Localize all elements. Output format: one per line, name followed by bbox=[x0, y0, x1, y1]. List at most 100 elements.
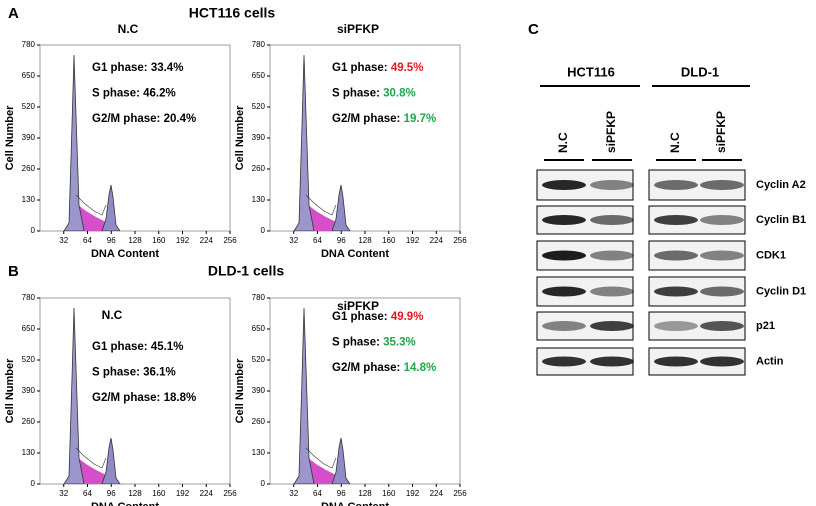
band bbox=[700, 286, 744, 297]
band bbox=[700, 250, 744, 261]
x-tick-label: 256 bbox=[453, 236, 467, 245]
panel-label: B bbox=[8, 263, 19, 280]
panel-title: DLD-1 cells bbox=[208, 263, 284, 279]
histogram bbox=[293, 54, 351, 231]
x-tick-label: 128 bbox=[128, 489, 142, 498]
phase-name: S phase: bbox=[332, 337, 380, 349]
x-tick-label: 64 bbox=[313, 489, 322, 498]
phase-value: 20.4% bbox=[164, 113, 197, 125]
band bbox=[542, 180, 586, 190]
lane-label: N.C bbox=[668, 132, 682, 153]
phase-value: 36.1% bbox=[143, 367, 176, 379]
x-tick-label: 32 bbox=[289, 236, 298, 245]
x-tick-label: 192 bbox=[406, 489, 420, 498]
y-tick-label: 780 bbox=[252, 40, 266, 49]
phase-stat: G2/M phase: 14.8% bbox=[332, 362, 436, 374]
band bbox=[590, 356, 634, 367]
lane-label: siPFKP bbox=[714, 111, 728, 153]
y-tick-label: 130 bbox=[252, 448, 266, 457]
y-tick-label: 780 bbox=[252, 293, 266, 302]
y-tick-label: 650 bbox=[22, 324, 36, 333]
y-tick-label: 130 bbox=[252, 195, 266, 204]
protein-label: Cyclin D1 bbox=[756, 285, 806, 297]
phase-stat: S phase: 36.1% bbox=[92, 367, 176, 379]
band bbox=[700, 215, 744, 225]
x-tick-label: 32 bbox=[289, 489, 298, 498]
y-tick-label: 650 bbox=[22, 71, 36, 80]
x-tick-label: 224 bbox=[430, 236, 444, 245]
y-tick-label: 0 bbox=[31, 479, 36, 488]
y-tick-label: 390 bbox=[22, 386, 36, 395]
phase-stat: G2/M phase: 20.4% bbox=[92, 113, 196, 125]
phase-value: 49.5% bbox=[391, 62, 424, 74]
y-tick-label: 260 bbox=[252, 417, 266, 426]
protein-label: CDK1 bbox=[756, 249, 786, 261]
y-tick-label: 0 bbox=[261, 479, 266, 488]
x-tick-label: 192 bbox=[406, 236, 420, 245]
phase-name: G2/M phase: bbox=[92, 113, 160, 125]
x-tick-label: 224 bbox=[200, 236, 214, 245]
y-tick-label: 780 bbox=[22, 293, 36, 302]
group-label: HCT116 bbox=[567, 64, 615, 79]
plot-title: siPFKP bbox=[337, 299, 379, 313]
phase-value: 14.8% bbox=[404, 362, 437, 374]
x-tick-label: 64 bbox=[83, 236, 92, 245]
phase-value: 49.9% bbox=[391, 311, 424, 323]
y-tick-label: 130 bbox=[22, 448, 36, 457]
x-tick-label: 32 bbox=[59, 236, 68, 245]
plot-frame bbox=[269, 297, 461, 485]
y-tick-label: 390 bbox=[22, 133, 36, 142]
x-tick-label: 192 bbox=[176, 236, 190, 245]
band bbox=[700, 321, 744, 331]
y-tick-label: 520 bbox=[22, 355, 36, 364]
x-axis-label: DNA Content bbox=[91, 501, 159, 506]
phase-name: G1 phase: bbox=[332, 311, 388, 323]
flow-plot: 0 130 260 390 520 650 780 32 64 96 128 160 192 224 256… bbox=[234, 293, 467, 506]
band bbox=[590, 286, 634, 297]
y-tick-label: 260 bbox=[22, 417, 36, 426]
y-axis-label: Cell Number bbox=[4, 105, 16, 171]
protein-label: Cyclin A2 bbox=[756, 179, 806, 191]
plot-frame bbox=[39, 297, 231, 485]
phase-stat: S phase: 35.3% bbox=[332, 337, 416, 349]
protein-label: p21 bbox=[756, 320, 775, 332]
lane-label: siPFKP bbox=[604, 111, 618, 153]
x-tick-label: 32 bbox=[59, 489, 68, 498]
band bbox=[542, 250, 586, 261]
phase-value: 46.2% bbox=[143, 88, 176, 100]
y-tick-label: 520 bbox=[252, 102, 266, 111]
phase-name: G2/M phase: bbox=[332, 113, 400, 125]
flow-plot: 0 130 260 390 520 650 780 32 64 96 128 160 192 224 256… bbox=[4, 22, 237, 260]
phase-name: G1 phase: bbox=[332, 62, 388, 74]
phase-name: G2/M phase: bbox=[92, 392, 160, 404]
x-tick-label: 160 bbox=[382, 236, 396, 245]
x-tick-label: 160 bbox=[152, 236, 166, 245]
band bbox=[590, 215, 634, 225]
y-tick-label: 390 bbox=[252, 133, 266, 142]
y-tick-label: 0 bbox=[261, 226, 266, 235]
x-tick-label: 160 bbox=[382, 489, 396, 498]
x-tick-label: 64 bbox=[313, 236, 322, 245]
band bbox=[542, 321, 586, 331]
y-axis-label: Cell Number bbox=[4, 358, 16, 424]
phase-stat: G1 phase: 45.1% bbox=[92, 341, 183, 353]
y-tick-label: 520 bbox=[22, 102, 36, 111]
x-tick-label: 128 bbox=[358, 236, 372, 245]
band bbox=[654, 356, 698, 367]
phase-stat: S phase: 46.2% bbox=[92, 88, 176, 100]
y-axis-label: Cell Number bbox=[234, 105, 246, 171]
x-axis-label: DNA Content bbox=[91, 248, 159, 260]
band bbox=[590, 321, 634, 331]
band bbox=[654, 215, 698, 225]
y-tick-label: 260 bbox=[22, 164, 36, 173]
phase-stat: G1 phase: 33.4% bbox=[92, 62, 183, 74]
x-tick-label: 96 bbox=[337, 489, 346, 498]
phase-value: 18.8% bbox=[164, 392, 197, 404]
phase-value: 30.8% bbox=[383, 88, 416, 100]
band bbox=[590, 180, 634, 190]
x-tick-label: 192 bbox=[176, 489, 190, 498]
band bbox=[654, 250, 698, 261]
x-tick-label: 96 bbox=[107, 489, 116, 498]
x-tick-label: 256 bbox=[223, 489, 237, 498]
phase-value: 45.1% bbox=[151, 341, 184, 353]
